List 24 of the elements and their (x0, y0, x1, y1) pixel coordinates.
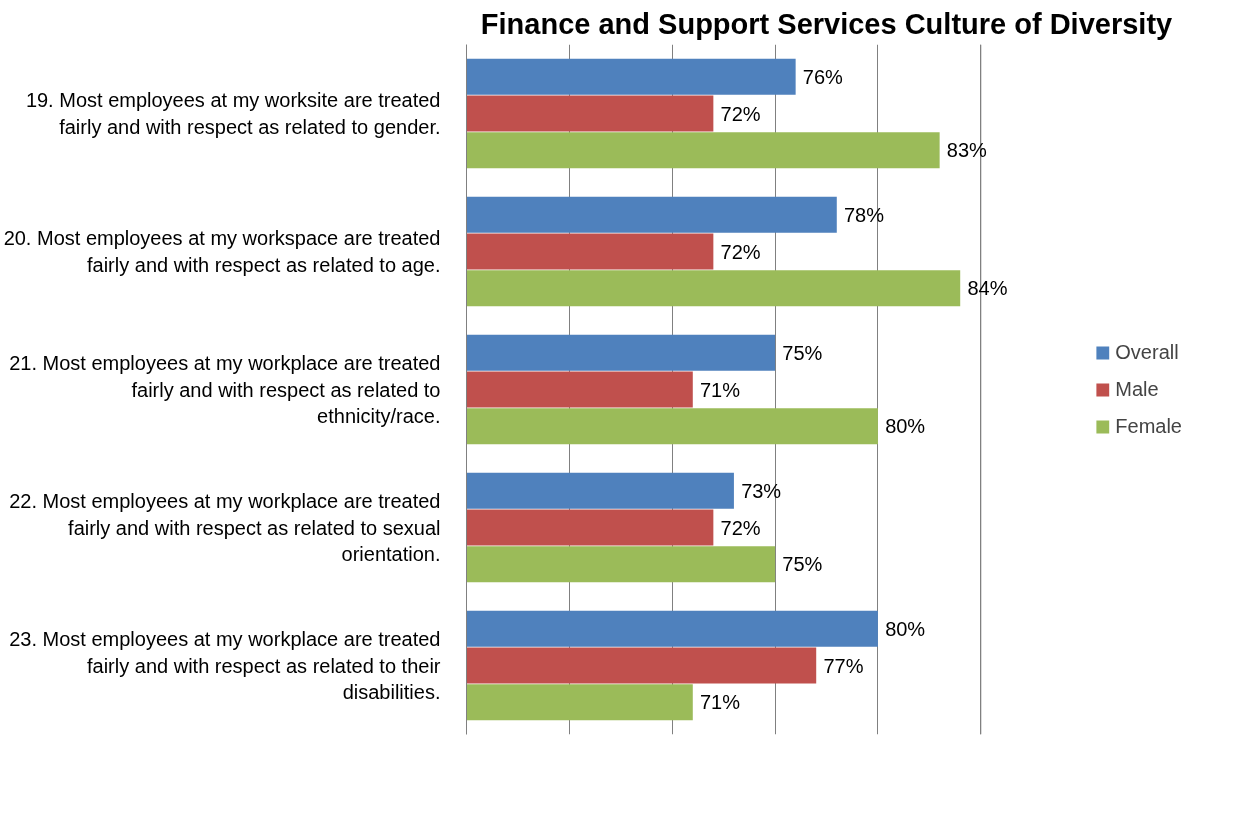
data-label: 83% (946, 139, 988, 162)
data-label: 75% (782, 553, 823, 576)
legend-label: Female (1115, 414, 1182, 438)
data-label: 72% (720, 516, 761, 539)
legend-label: Overall (1115, 340, 1179, 364)
chart-title: Finance and Support Services Culture of Diversity (480, 7, 1173, 40)
data-label: 80% (885, 415, 926, 438)
y-tick-label: 23. Most employees at my workplace are treated fairly and with respect as related to their disabilities. (9, 628, 441, 703)
data-label: 78% (843, 203, 885, 226)
data-label: 76% (802, 65, 844, 88)
data-label: 72% (720, 102, 761, 125)
legend-label: Male (1115, 377, 1159, 401)
data-label: 71% (699, 691, 741, 714)
y-tick-label: 20. Most employees at my workspace are treated fairly and with respect as related to age. (3, 227, 441, 276)
data-label: 77% (823, 654, 864, 677)
data-label: 84% (967, 277, 1008, 300)
y-tick-label: 19. Most employees at my worksite are treated fairly and with respect as related to gender. (25, 89, 441, 138)
data-label: 73% (741, 479, 782, 502)
data-label: 80% (885, 617, 926, 640)
data-label: 75% (782, 341, 823, 364)
y-tick-label: 22. Most employees at my workplace are treated fairly and with respect as related to sexual orientation. (9, 490, 441, 565)
data-label: 72% (720, 240, 761, 263)
y-tick-label: 21. Most employees at my workplace are treated fairly and with respect as related to ethnicity/race. (9, 352, 441, 427)
data-label: 71% (699, 378, 741, 401)
